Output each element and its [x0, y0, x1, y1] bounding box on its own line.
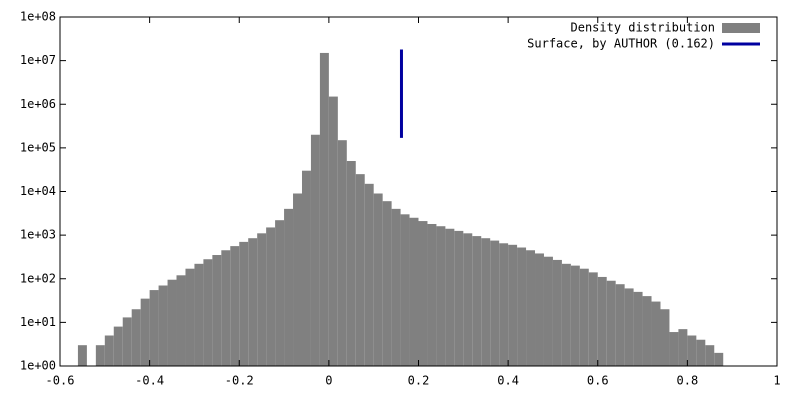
bar [472, 236, 482, 366]
y-tick-label: 1e+03 [20, 228, 56, 242]
bar [552, 259, 562, 366]
bar [149, 290, 159, 366]
bar [427, 223, 437, 366]
legend-swatch [722, 23, 760, 33]
bar [212, 255, 222, 366]
bar [418, 221, 428, 366]
bar [77, 345, 87, 366]
bar [678, 329, 688, 366]
bar [526, 250, 536, 366]
x-tick-label: -0.2 [225, 374, 254, 388]
bar [248, 238, 258, 366]
bar [669, 332, 679, 366]
bar [176, 275, 186, 366]
x-tick-label: 0.2 [408, 374, 430, 388]
bar [508, 244, 518, 366]
y-tick-label: 1e+04 [20, 184, 56, 198]
bar [660, 309, 670, 366]
y-tick-label: 1e+06 [20, 97, 56, 111]
bar [535, 253, 544, 366]
bar [293, 193, 302, 366]
bar [696, 339, 706, 366]
x-tick-label: -0.6 [46, 374, 75, 388]
bar [266, 227, 276, 366]
bar [221, 250, 231, 366]
bar [355, 174, 365, 366]
legend-label: Density distribution [571, 21, 716, 35]
bar [445, 228, 455, 366]
bar [436, 226, 446, 366]
y-tick-label: 1e+05 [20, 140, 56, 154]
x-tick-label: -0.4 [135, 374, 164, 388]
bar [284, 208, 294, 366]
bar [579, 268, 589, 366]
bar [517, 247, 527, 366]
bar [543, 256, 553, 366]
bar [301, 170, 311, 366]
bar [382, 201, 392, 366]
bar [185, 268, 195, 366]
bar [490, 240, 500, 366]
x-tick-label: 0 [325, 374, 332, 388]
y-tick-label: 1e+00 [20, 359, 56, 373]
bar [705, 345, 715, 366]
bar [454, 230, 464, 366]
bar [481, 238, 491, 366]
bar [346, 161, 356, 366]
x-tick-label: 0.6 [587, 374, 609, 388]
bar [588, 272, 598, 366]
bar [633, 291, 643, 366]
x-tick-label: 0.4 [497, 374, 519, 388]
bar [499, 243, 509, 366]
bar [714, 352, 724, 366]
bar [275, 220, 285, 366]
bar [337, 140, 347, 366]
bar [158, 285, 168, 366]
bar [257, 233, 267, 366]
bar [104, 335, 114, 366]
bar [373, 193, 383, 366]
bar [561, 263, 571, 366]
bar [95, 345, 105, 366]
bar [606, 280, 616, 366]
bar [140, 298, 150, 366]
bar [364, 183, 374, 366]
bar [687, 335, 697, 366]
bar [597, 276, 607, 366]
bar [167, 279, 177, 366]
bar [319, 52, 329, 366]
bar [194, 263, 204, 366]
bar [624, 288, 634, 366]
bar [131, 309, 141, 366]
y-tick-label: 1e+08 [20, 10, 56, 24]
bar [230, 246, 240, 366]
bar [113, 326, 123, 366]
bar [310, 134, 320, 366]
x-tick-label: 1 [773, 374, 780, 388]
x-tick-label: 0.8 [677, 374, 699, 388]
bar [400, 214, 410, 366]
bar [409, 217, 419, 366]
bar [463, 233, 473, 366]
y-tick-label: 1e+02 [20, 271, 56, 285]
bar [239, 241, 249, 366]
bar [391, 208, 401, 366]
bar [651, 301, 661, 366]
bar [642, 296, 652, 366]
legend-label: Surface, by AUTHOR (0.162) [527, 37, 715, 51]
bar [203, 259, 213, 366]
bar [615, 284, 625, 366]
y-tick-label: 1e+07 [20, 53, 56, 67]
y-tick-label: 1e+01 [20, 315, 56, 329]
bar [122, 317, 132, 366]
bar [570, 265, 580, 366]
bar [328, 96, 338, 366]
